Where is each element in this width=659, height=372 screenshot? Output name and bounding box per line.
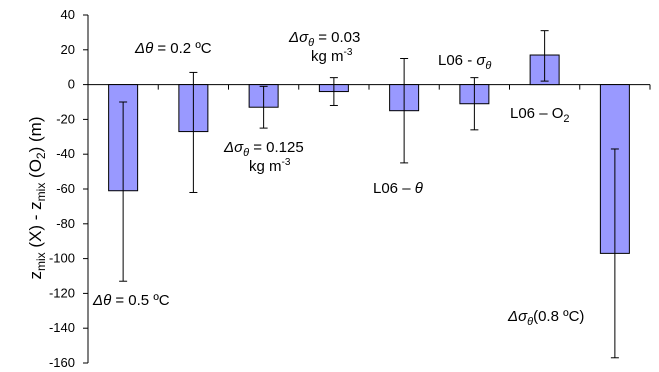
error-bars	[119, 30, 619, 359]
y-tick-label: -120	[49, 285, 75, 300]
y-tick-label: 0	[68, 77, 75, 92]
svg-text:Δσθ = 0.03: Δσθ = 0.03	[288, 29, 360, 49]
y-tick-label: 20	[61, 42, 75, 57]
y-axis-label: zmix (X) - zmix (O2) (m)	[26, 116, 48, 279]
y-tick-label: -140	[49, 320, 75, 335]
svg-text:Δσθ = 0.125: Δσθ = 0.125	[223, 139, 304, 159]
y-tick-label: -100	[49, 251, 75, 266]
y-tick-label: -160	[49, 355, 75, 370]
annotation-bar-4: Δσθ = 0.03 kg m-3	[288, 29, 360, 65]
y-tick-label: 40	[61, 7, 75, 22]
y-tick-label: -60	[56, 181, 75, 196]
annotation-bar-8: Δσθ(0.8 ºC)	[507, 308, 584, 328]
annotation-bar-1: Δθ = 0.5 ºC	[92, 292, 170, 309]
annotation-bar-7: L06 – O2	[510, 105, 570, 125]
y-tick-label: -40	[56, 146, 75, 161]
annotation-bar-3: Δσθ = 0.125 kg m-3	[223, 139, 304, 175]
svg-text:kg m-3: kg m-3	[311, 47, 353, 65]
y-tick-label: -20	[56, 111, 75, 126]
y-tick-label: -80	[56, 216, 75, 231]
annotation-bar-5: L06 – θ	[373, 180, 423, 197]
svg-text:kg m-3: kg m-3	[249, 157, 291, 175]
annotation-bar-2: Δθ = 0.2 ºC	[134, 40, 212, 57]
annotation-bar-6: L06 - σθ	[438, 52, 491, 72]
axes: 40 20 0 -20 -40 -60 -80 -100 -120 -140 -160	[49, 7, 651, 370]
